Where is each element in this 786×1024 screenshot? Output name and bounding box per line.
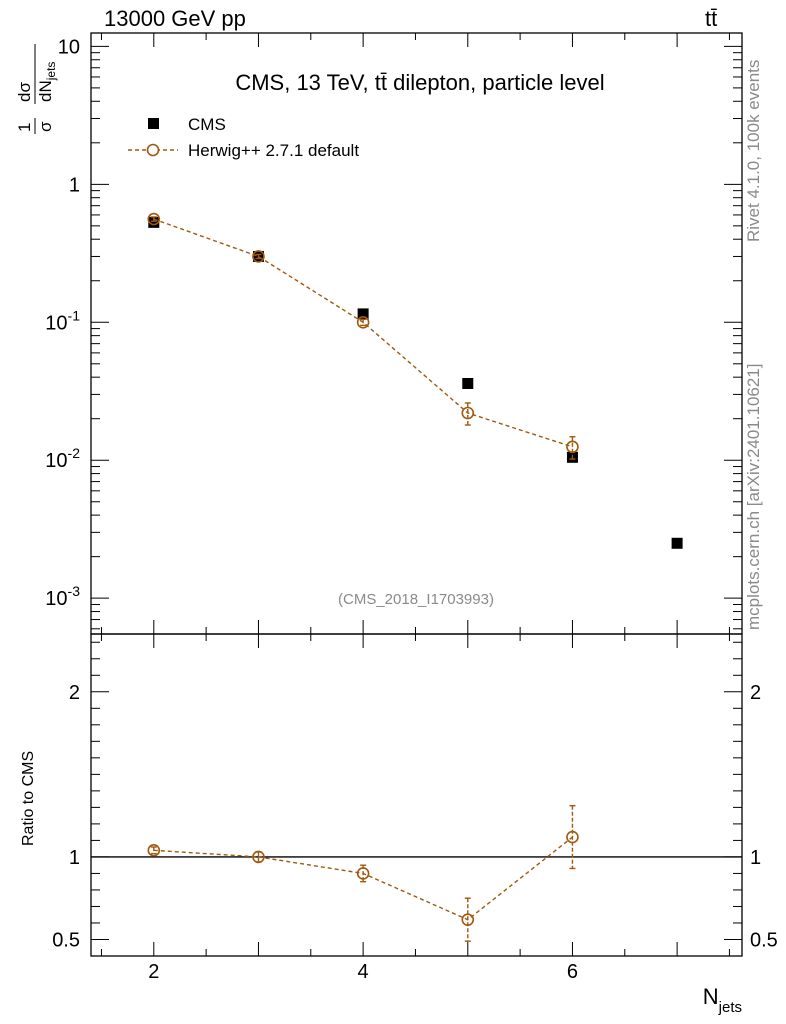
- main-mc-line: [153, 218, 573, 448]
- main-mc-point: [356, 315, 370, 329]
- x-axis-label: Njets: [703, 984, 742, 1016]
- legend-mc-marker: [146, 143, 160, 157]
- main-y-tick-label: 10-1: [45, 307, 80, 334]
- axis-labels: 2 4 6 10-3 10-2 10-1 1 10 0.5 0.5 1 1 2 2 CMS, 13 TeV,…: [15, 36, 778, 1016]
- main-mc-point: [461, 406, 475, 420]
- main-y-axis-label: 1 σ dσ dNjets: [15, 44, 58, 134]
- x-tick-label: 4: [358, 961, 369, 983]
- ratio-y-tick-label-right: 0.5: [750, 929, 778, 951]
- ratio-y-tick-label-right: 1: [750, 847, 761, 869]
- ratio-mc-point: [566, 830, 579, 844]
- ratio-mc-point: [461, 913, 475, 926]
- main-mc-point: [252, 250, 265, 263]
- ratio-plot-frame: [90, 633, 743, 957]
- x-tick-label: 2: [148, 961, 159, 983]
- ratio-axis-ticks: [91, 634, 742, 956]
- main-y-tick-label: 10: [58, 36, 80, 58]
- rivet-version-label: Rivet 4.1.0, 100k events: [744, 59, 763, 242]
- cms-data-point: [462, 377, 474, 389]
- ratio-series-layer: [91, 805, 742, 942]
- ratio-y-tick-label-right: 2: [750, 682, 761, 704]
- header-process: 13000 GeV pp: [104, 6, 246, 31]
- header-final-state: tt̄: [705, 6, 718, 31]
- legend: CMS Herwig++ 2.7.1 default: [128, 115, 359, 160]
- ratio-y-tick-label: 2: [69, 682, 80, 704]
- main-y-tick-label: 10-3: [45, 583, 80, 610]
- ratio-y-tick-label: 1: [69, 847, 80, 869]
- ratio-y-axis-label: Ratio to CMS: [20, 750, 37, 846]
- x-tick-label: 6: [567, 961, 578, 983]
- ratio-mc-point: [147, 844, 161, 857]
- cms-data-point: [148, 216, 160, 228]
- cms-data-point: [671, 537, 683, 549]
- main-y-tick-label: 1: [69, 174, 80, 196]
- source-label: mcplots.cern.ch [arXiv:2401.10621]: [744, 363, 763, 630]
- analysis-tag: (CMS_2018_I1703993): [338, 591, 494, 608]
- ratio-y-tick-label: 0.5: [52, 929, 80, 951]
- chart-title: CMS, 13 TeV, tt̄ dilepton, particle leve…: [235, 70, 604, 95]
- ratio-mc-point: [356, 867, 370, 880]
- y-label-denominator: dNjets: [36, 62, 58, 102]
- main-mc-point: [566, 440, 579, 454]
- legend-cms-label: CMS: [188, 115, 226, 134]
- y-label-denominator: σ: [36, 121, 55, 132]
- ratio-mc-point: [252, 850, 265, 864]
- legend-cms-marker: [148, 118, 159, 129]
- legend-mc-label: Herwig++ 2.7.1 default: [188, 141, 359, 160]
- y-label-numerator: dσ: [15, 82, 34, 102]
- main-y-tick-label: 10-2: [45, 445, 80, 472]
- main-axis-ticks: [91, 33, 742, 634]
- y-label-numerator: 1: [15, 123, 34, 132]
- main-series-layer: [147, 212, 683, 549]
- ratio-panel: [90, 633, 743, 957]
- cms-data-point: [357, 308, 369, 320]
- main-mc-point: [147, 212, 161, 226]
